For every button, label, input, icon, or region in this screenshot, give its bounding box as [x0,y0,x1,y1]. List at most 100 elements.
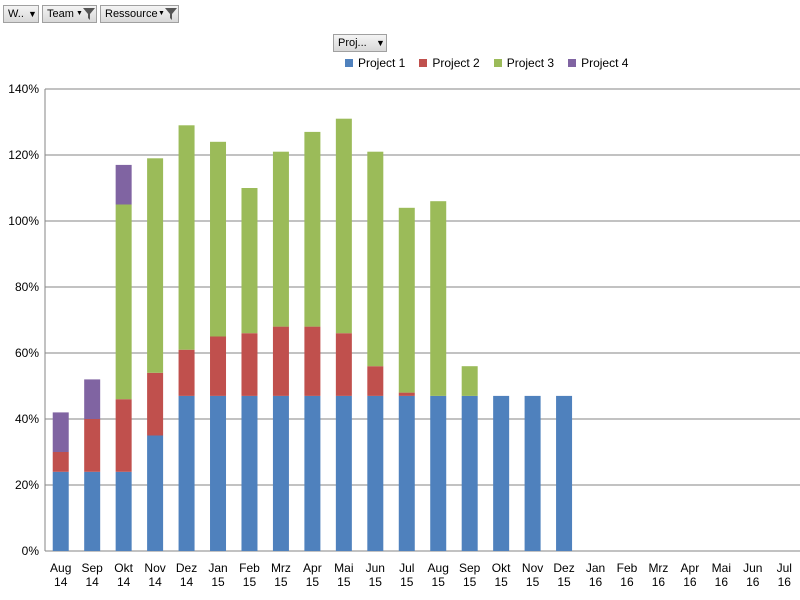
bar-segment [52,471,69,551]
x-tick-label: 15 [463,575,477,589]
y-tick-label: 0% [22,544,40,558]
bar-segment [335,395,352,551]
bar-segment [556,395,573,551]
legend-swatch [493,59,502,67]
legend-label: Project 1 [358,56,406,70]
bar-segment [304,395,321,551]
x-tick-label: 16 [620,575,634,589]
funnel-icon [165,8,177,20]
x-tick-label: 15 [306,575,320,589]
y-tick-label: 40% [15,412,39,426]
x-tick-label: Jul [777,561,792,575]
bar-segment [524,395,541,551]
x-tick-label: 14 [148,575,162,589]
x-tick-label: 16 [778,575,792,589]
bar-segment [430,395,447,551]
bar-segment [52,452,69,472]
legend-item: Project 3 [493,56,555,70]
bar-segment [398,395,415,551]
bar-segment [272,151,289,327]
funnel-icon [83,8,95,20]
bar-segment [461,395,478,551]
filter-label: Team [47,8,74,20]
dropdown-arrow-icon: ▼ [376,38,385,48]
x-tick-label: Jun [743,561,762,575]
x-tick-label: 14 [180,575,194,589]
bar-segment [493,395,510,551]
x-tick-label: Jan [208,561,227,575]
x-tick-label: 15 [400,575,414,589]
filter-button-ressource[interactable]: Ressource ▼ [100,5,179,23]
x-tick-label: 16 [652,575,666,589]
bar-segment [84,419,101,472]
bar-segment [147,158,164,373]
x-tick-label: Feb [239,561,260,575]
legend-label: Project 4 [581,56,629,70]
bar-segment [147,372,164,436]
bar-segment [84,379,101,419]
dropdown-arrow-icon: ▼ [76,10,83,17]
x-tick-label: 16 [589,575,603,589]
x-tick-label: 15 [274,575,288,589]
dropdown-arrow-icon: ▼ [28,9,37,19]
bar-segment [241,333,258,396]
filter-label: W.. [8,8,24,20]
bar-segment [210,141,227,337]
legend-item: Project 2 [419,56,480,70]
x-tick-label: Feb [617,561,638,575]
x-tick-label: 15 [557,575,571,589]
bar-segment [367,151,384,367]
y-tick-label: 140% [8,82,39,96]
filter-label: Ressource [105,8,158,20]
x-tick-label: 16 [746,575,760,589]
x-tick-label: 14 [86,575,100,589]
bar-segment [367,395,384,551]
bar-segment [272,326,289,396]
y-tick-label: 100% [8,214,39,228]
bar-segment [178,349,195,396]
x-tick-label: 15 [432,575,446,589]
x-tick-label: 16 [683,575,697,589]
legend-item: Project 1 [345,56,405,70]
legend-label: Project 3 [506,56,555,70]
y-tick-label: 60% [15,346,39,360]
legend-item: Project 4 [568,56,628,70]
x-tick-label: 15 [526,575,540,589]
bar-segment [84,471,101,551]
bar-segment [367,366,384,396]
dropdown-arrow-icon: ▼ [158,10,165,17]
bar-segment [398,207,415,393]
bar-segment [430,201,447,396]
bar-segment [241,395,258,551]
legend-swatch [419,59,428,67]
x-tick-label: Mai [334,561,353,575]
legend-swatch [345,59,353,67]
x-tick-label: 15 [243,575,257,589]
bar-segment [304,326,321,396]
bar-segment [115,471,132,551]
x-tick-label: 16 [715,575,729,589]
x-tick-label: Apr [303,561,322,575]
legend-filter-button[interactable]: Proj... ▼ [333,34,387,52]
filter-button-w[interactable]: W.. ▼ [3,5,39,23]
bar-segment [147,435,164,551]
bar-segment [461,366,478,396]
bar-segment [241,188,258,334]
y-tick-label: 20% [15,478,39,492]
bar-segment [272,395,289,551]
x-tick-label: Dez [176,561,197,575]
x-tick-label: 15 [337,575,351,589]
x-tick-label: Aug [50,561,71,575]
x-tick-label: Okt [492,561,511,575]
x-tick-label: Sep [82,561,104,575]
x-tick-label: Apr [681,561,700,575]
chart-legend: Project 1 Project 2 Project 3 Project 4 [345,56,628,70]
bar-segment [178,125,195,350]
bar-segment [52,412,69,452]
filter-button-team[interactable]: Team ▼ [42,5,97,23]
bar-segment [335,333,352,396]
x-tick-label: 14 [117,575,131,589]
legend-label: Project 2 [432,56,480,70]
x-tick-label: 15 [369,575,383,589]
